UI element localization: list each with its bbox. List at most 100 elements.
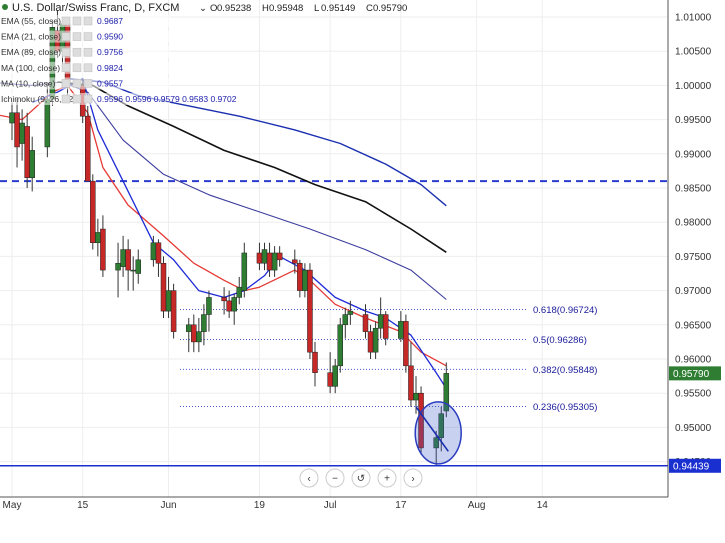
eye-icon[interactable] xyxy=(61,94,71,104)
fibonacci-levels: 0.618(0.96724) 0.5(0.96286) 0.382(0.95848)… xyxy=(180,305,597,413)
fib-level-label: 0.382(0.95848) xyxy=(533,365,597,376)
eye-icon[interactable] xyxy=(61,63,71,73)
legend-row[interactable]: MA (10, close) 0.9557 xyxy=(0,77,170,90)
candle xyxy=(231,294,237,325)
legend-row[interactable]: EMA (55, close) 0.9687 xyxy=(0,15,170,27)
legend-row[interactable]: EMA (21, close) 0.9590 xyxy=(0,30,170,43)
legend-label: MA (100, close) xyxy=(1,63,60,73)
candle-body-up xyxy=(302,269,308,291)
settings-icon[interactable] xyxy=(72,79,82,88)
candle-body-down xyxy=(221,297,227,302)
eye-icon[interactable] xyxy=(61,16,71,26)
candle-body-up xyxy=(347,310,354,315)
nav-button[interactable] xyxy=(403,468,423,488)
candle-body-up xyxy=(372,327,379,353)
candle-body-up xyxy=(150,242,157,261)
candle-body-up xyxy=(206,297,212,315)
settings-icon[interactable] xyxy=(72,63,82,73)
candle xyxy=(236,276,242,305)
candle xyxy=(206,290,212,332)
nav-button[interactable] xyxy=(325,468,345,488)
candle-body-down xyxy=(297,262,303,291)
close-icon[interactable] xyxy=(83,63,93,73)
candle xyxy=(307,263,313,359)
candle xyxy=(170,283,177,339)
candle-body-down xyxy=(327,372,333,387)
candle-body-down xyxy=(191,324,197,343)
settings-icon[interactable] xyxy=(72,94,82,104)
nav-button[interactable] xyxy=(351,468,371,488)
candle xyxy=(382,311,389,346)
candle-body-up xyxy=(261,249,268,264)
legend-value: 0.9687 xyxy=(97,16,123,26)
x-tick-label: 14 xyxy=(537,500,549,511)
eye-icon[interactable] xyxy=(61,32,71,41)
legend-row[interactable]: EMA (89, close) 0.9756 xyxy=(0,46,170,59)
y-tick-label: 1.01000 xyxy=(675,13,712,24)
price-tags: 0.95790 0.94439 xyxy=(669,366,721,473)
support-price-tag xyxy=(669,458,721,473)
x-tick-label: May xyxy=(3,500,22,511)
y-tick-label: 0.98500 xyxy=(675,184,712,195)
candle xyxy=(403,314,409,373)
close-icon[interactable] xyxy=(83,79,93,88)
ohlc-value: 0.95790 xyxy=(373,3,407,14)
close-icon[interactable] xyxy=(83,32,93,41)
candle-body-down xyxy=(170,290,177,332)
candle-body-up xyxy=(443,373,450,412)
nav-button[interactable] xyxy=(377,468,397,488)
candle-body-down xyxy=(160,262,167,312)
candle xyxy=(90,174,96,250)
fib-level-label: 0.5(0.96286) xyxy=(533,335,587,346)
candle-body-up xyxy=(337,324,343,367)
legend-label: MA (10, close) xyxy=(1,78,55,88)
legend-row[interactable]: Ichimoku (9, 26, 52) 0.9596 0.9596 0.9579… xyxy=(0,93,237,105)
axes: 1.01000 1.00500 1.00000 0.99500 0.99000 0.985… xyxy=(0,0,712,511)
settings-icon[interactable] xyxy=(72,32,82,41)
symbol-title: U.S. Dollar/Swiss Franc, D, FXCM xyxy=(12,2,179,14)
close-icon[interactable] xyxy=(83,16,93,26)
candle xyxy=(292,249,298,274)
candle xyxy=(135,249,141,284)
ohlc-key: L xyxy=(314,3,319,14)
candle xyxy=(347,300,354,325)
close-icon[interactable] xyxy=(83,47,93,57)
candle-body-up xyxy=(413,392,419,401)
candle-body-up xyxy=(241,252,248,291)
y-tick-label: 1.00500 xyxy=(675,47,712,58)
legend-value: 0.9596 0.9596 0.9579 0.9583 0.9702 xyxy=(97,94,237,104)
nav-button[interactable] xyxy=(299,468,319,488)
eye-icon[interactable] xyxy=(61,47,71,57)
candle-body-up xyxy=(165,290,172,312)
header: U.S. Dollar/Swiss Franc, D, FXCM ⌄ O 0.95… xyxy=(2,2,407,14)
x-tick-label: 15 xyxy=(77,500,89,511)
candles xyxy=(9,10,450,466)
eye-icon[interactable] xyxy=(61,79,71,88)
settings-icon[interactable] xyxy=(72,47,82,57)
settings-chevron-icon[interactable]: ⌄ xyxy=(199,3,207,14)
candle xyxy=(271,246,278,277)
legend-label: EMA (55, close) xyxy=(1,16,61,26)
y-tick-label: 0.97000 xyxy=(675,286,712,297)
candle-body-down xyxy=(125,249,131,271)
candle-body-up xyxy=(342,314,349,326)
legend-value: 0.9557 xyxy=(97,78,123,88)
candle xyxy=(221,287,227,315)
candle xyxy=(342,307,349,339)
candle xyxy=(100,215,106,277)
settings-icon[interactable] xyxy=(72,16,82,26)
candle xyxy=(196,317,202,353)
candle-body-down xyxy=(24,126,30,178)
candle-body-up xyxy=(271,252,278,271)
close-icon[interactable] xyxy=(83,94,93,104)
nav-button-label: ‹ xyxy=(307,474,310,485)
legend-row[interactable]: MA (100, close) 0.9824 xyxy=(0,61,170,74)
y-tick-label: 0.95500 xyxy=(675,389,712,400)
candle-body-down xyxy=(14,112,20,148)
candle-body-up xyxy=(196,331,202,343)
candle xyxy=(155,239,162,277)
candle-body-up xyxy=(433,437,439,449)
candle xyxy=(408,341,414,407)
